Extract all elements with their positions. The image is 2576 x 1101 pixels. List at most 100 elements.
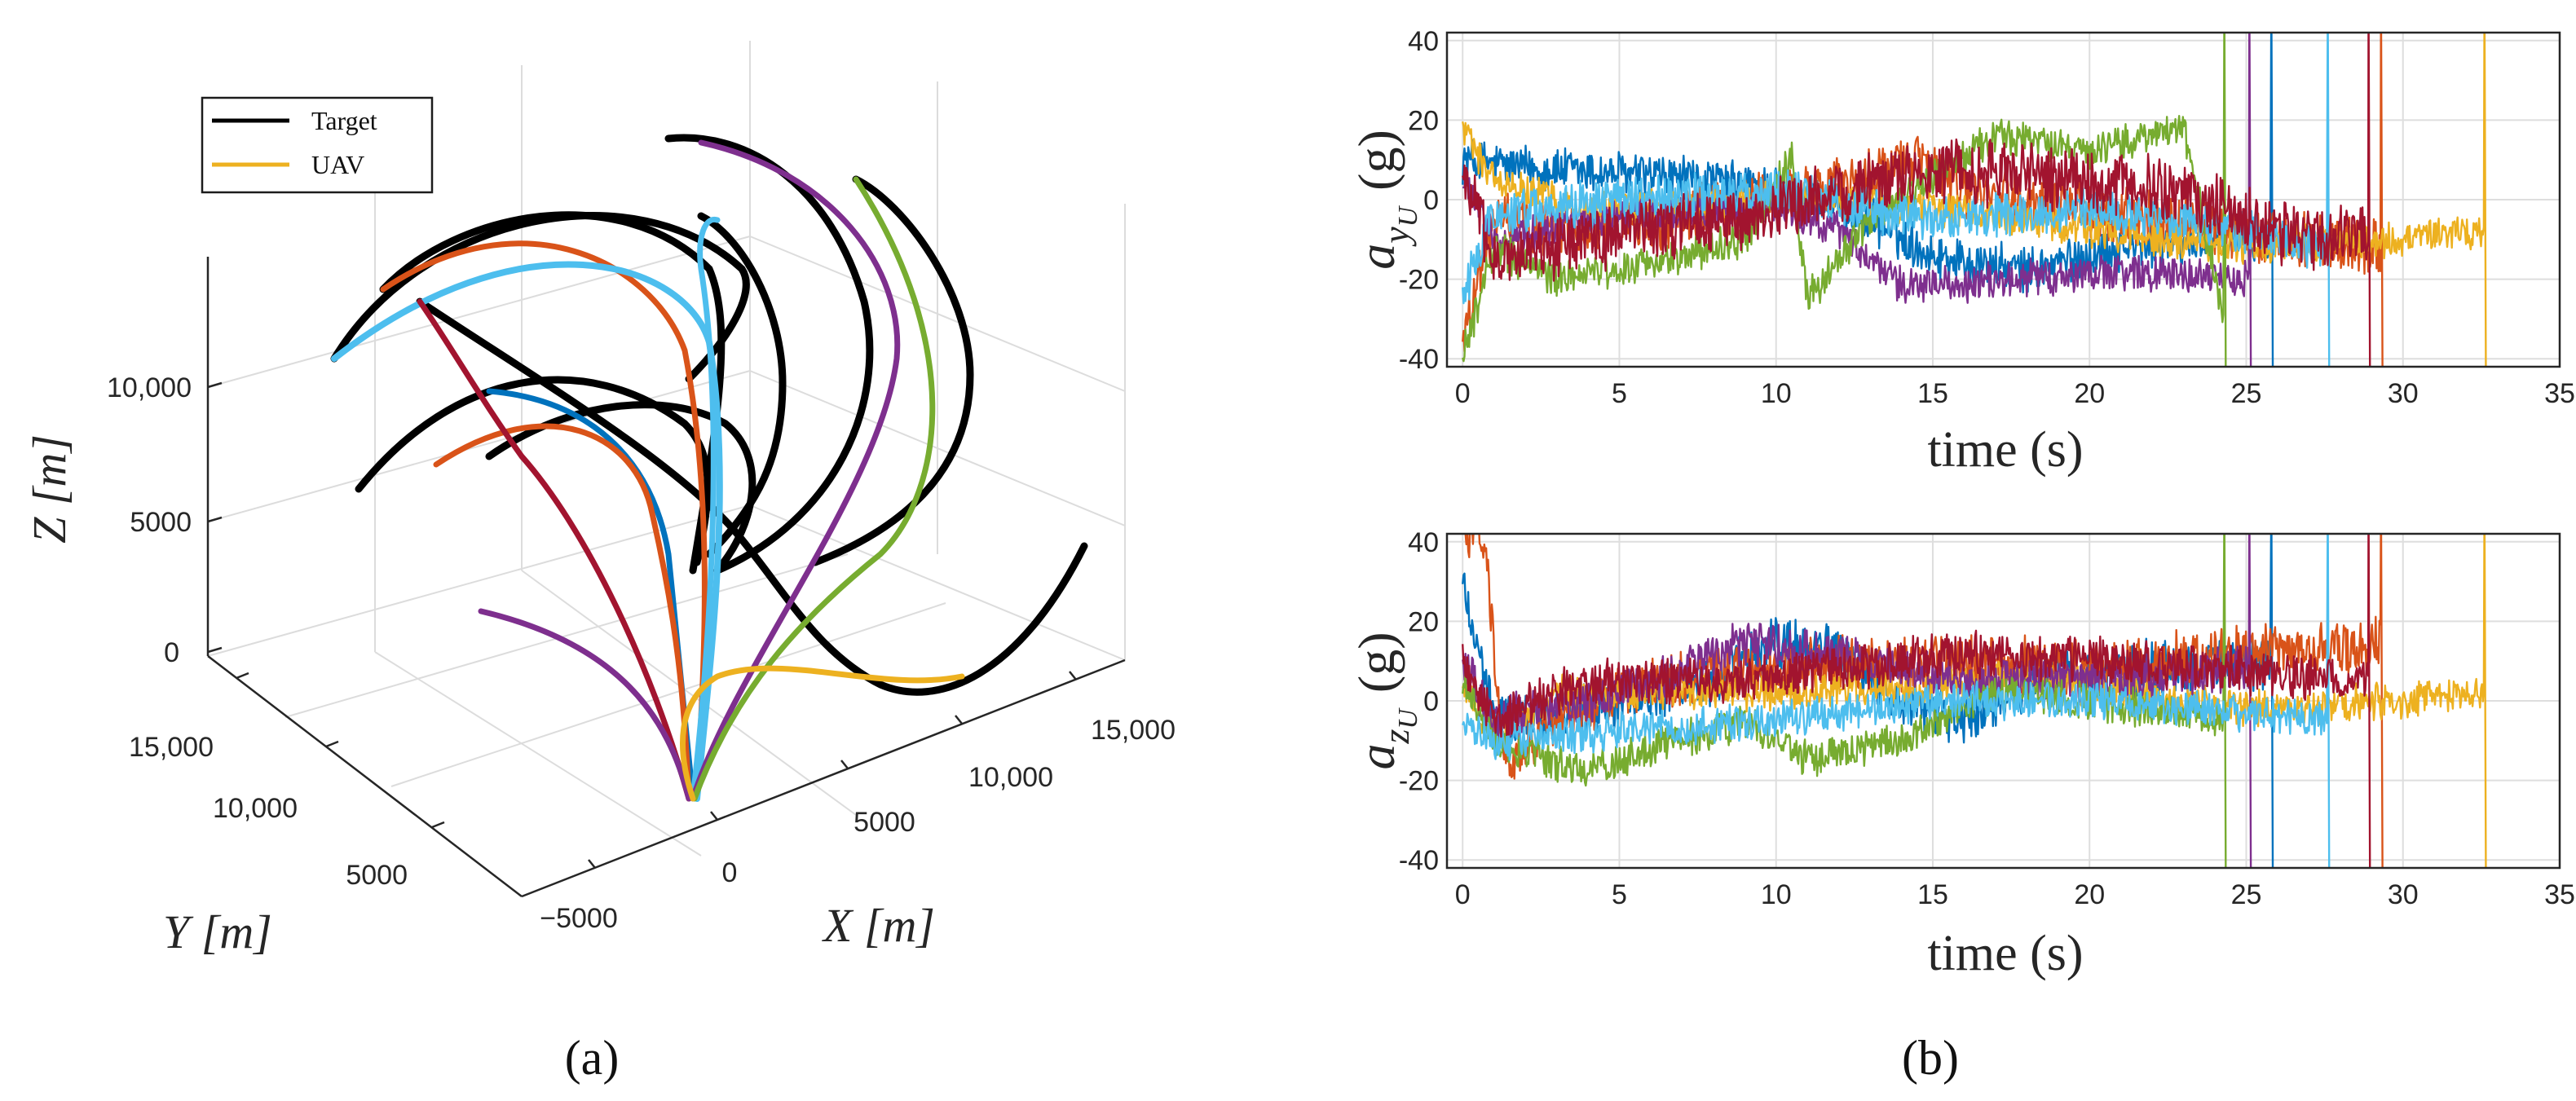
z-axis-label: Z [m] [23, 434, 76, 544]
tick-mark [236, 672, 249, 680]
target-trajectory [416, 297, 1088, 696]
series-line-cyan [1462, 33, 2331, 367]
trajectory-lines [330, 134, 1088, 802]
y-tick-label: 20 [1408, 606, 1439, 637]
tick-mark [207, 381, 223, 389]
uav-trajectory-cyan [690, 216, 721, 802]
uav-trajectory-green [691, 176, 936, 802]
3d-tick-labels: 10,000 5000 0 15,000 10,000 5000 −5000 0… [107, 372, 1176, 934]
x-tick-label: 10 [1761, 378, 1792, 409]
series-line-darkred [1462, 534, 2371, 868]
3d-axes [206, 257, 1126, 898]
x-tick-label: −5000 [540, 903, 618, 934]
target-trajectory [664, 134, 874, 575]
series-line-darkred [1462, 33, 2371, 367]
x-tick-label: 10 [1761, 879, 1792, 910]
uav-trajectory-purple [690, 139, 901, 802]
y-tick-label: -20 [1399, 766, 1439, 797]
x-axis-label: time (s) [1927, 926, 2083, 981]
tick-mark [207, 516, 223, 523]
y-tick-label: 40 [1408, 527, 1439, 558]
y-tick-label: 0 [1423, 185, 1439, 216]
grid-line [749, 236, 1126, 392]
x-tick-label: 25 [2231, 378, 2262, 409]
x-tick-label: 5000 [854, 807, 915, 838]
x-tick-label: 0 [722, 857, 738, 888]
grid-line [749, 370, 1126, 526]
y-label-unit: (g) [1348, 130, 1405, 191]
grid-line [207, 370, 751, 522]
y-tick-label: 10,000 [213, 793, 298, 824]
uav-trajectory-darkred [417, 298, 692, 802]
y-label-sub: y [1375, 227, 1417, 247]
y-tick-label: 0 [1423, 686, 1439, 717]
tick-mark [588, 859, 596, 869]
panel-label-b: (b) [1902, 1031, 1959, 1085]
x-tick-label: 20 [2074, 879, 2105, 910]
plot-frame [1445, 31, 2561, 368]
grid-line [521, 570, 857, 816]
tick-labels: 0 5 10 15 20 25 30 35 -40 -20 0 20 40 [1399, 26, 2575, 409]
y-tick-label: 5000 [346, 860, 408, 891]
panel-label-a: (a) [565, 1031, 620, 1085]
grid-line [749, 504, 1126, 661]
tick-mark [1069, 671, 1077, 680]
tick-mark [431, 821, 445, 829]
y-tick-label: -40 [1399, 845, 1439, 876]
x-tick-label: 15 [1917, 378, 1948, 409]
target-trajectory [811, 175, 974, 566]
x-axis-label: time (s) [1927, 422, 2083, 478]
grid-line [285, 553, 849, 718]
series-line-cyan [1462, 534, 2331, 868]
tick-mark [840, 760, 849, 769]
grid-line [390, 602, 946, 787]
x-tick-label: 0 [1455, 879, 1471, 910]
y-label-main: a [1348, 244, 1405, 270]
uav-trajectory-orange [433, 423, 692, 802]
y-label-subsub: U [1393, 205, 1423, 227]
x-tick-label: 30 [2388, 378, 2419, 409]
grid-line [207, 504, 751, 657]
x-tick-label: 5 [1612, 378, 1627, 409]
uav-trajectory-yellow [680, 665, 965, 802]
svg-text:ayU(g): ayU (g) [1348, 130, 1423, 270]
x-tick-label: 0 [1455, 378, 1471, 409]
series-line-green [1462, 33, 2227, 367]
y-tick-label: -20 [1399, 265, 1439, 296]
y-label-unit: (g) [1348, 632, 1405, 693]
x-tick-label: 30 [2388, 879, 2419, 910]
series-group [1462, 534, 2487, 868]
y-axis-label: Y [m] [163, 905, 272, 958]
acceleration-y-plot: 0 5 10 15 20 25 30 35 -40 -20 0 20 40 time (s) ayU (g… [1348, 26, 2575, 478]
y-tick-label: 15,000 [129, 732, 214, 763]
grid-line [207, 236, 751, 388]
series-group [1462, 33, 2487, 367]
plot-frame [1445, 532, 2561, 870]
tick-mark [955, 715, 963, 724]
y-label-subsub: U [1393, 707, 1423, 729]
y-label-sub: z [1375, 729, 1417, 745]
y-tick-label: 20 [1408, 105, 1439, 136]
uav-trajectory-purple [478, 608, 692, 802]
tick-mark [207, 646, 223, 654]
y-axis-label: ayU (g) [1348, 130, 1423, 270]
x-axis-line [521, 658, 1126, 898]
trajectory-3d-plot: Target UAV 10,000 5000 0 15,000 10,000 5… [23, 41, 1176, 1085]
legend-label-uav: UAV [311, 150, 364, 179]
y-axis-line [207, 655, 523, 897]
x-tick-label: 5 [1612, 879, 1627, 910]
z-tick-label: 0 [164, 637, 179, 668]
x-tick-label: 20 [2074, 378, 2105, 409]
target-trajectory [355, 376, 712, 566]
y-tick-label: -40 [1399, 344, 1439, 375]
grid-line [374, 651, 702, 857]
3d-grid [207, 41, 1126, 897]
z-tick-label: 5000 [130, 507, 192, 538]
x-tick-label: 15 [1917, 879, 1948, 910]
acceleration-z-plot: 0 5 10 15 20 25 30 35 -40 -20 0 20 40 time (s) azU (g… [1348, 527, 2575, 981]
x-tick-label: 35 [2544, 378, 2575, 409]
y-tick-label: 40 [1408, 26, 1439, 57]
tick-labels: 0 5 10 15 20 25 30 35 -40 -20 0 20 40 [1399, 527, 2575, 910]
